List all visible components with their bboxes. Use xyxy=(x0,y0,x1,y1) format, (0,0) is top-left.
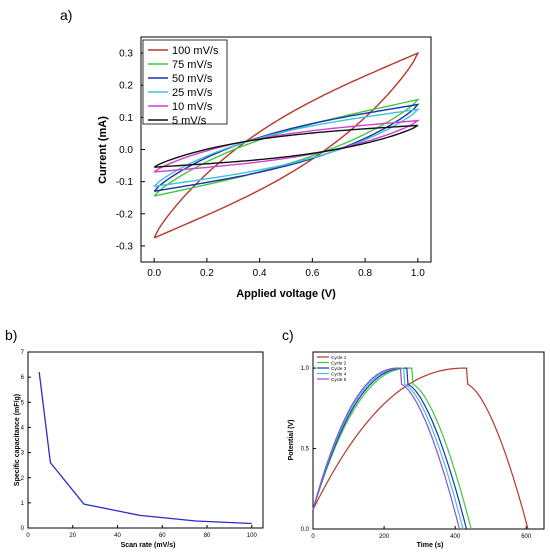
panel-a-legend-label: 25 mV/s xyxy=(172,87,213,99)
gcd-curve-cycle-3 xyxy=(312,367,468,530)
panel-a-y-tick-label: -0.2 xyxy=(116,209,134,220)
panel-c-legend-label: Cycle 3 xyxy=(331,366,347,371)
panel-c-curves xyxy=(312,367,529,530)
panel-b-y-tick-label: 2 xyxy=(21,476,25,482)
panel-c-legend-label: Cycle 5 xyxy=(331,377,347,382)
panel-a-y-tick-label: 0.2 xyxy=(119,81,133,92)
cv-curve-25-mv-s xyxy=(153,108,420,188)
panel-a: a) 0.0 0.2 0.4 0.6 0.8 1.0-0.3-0.2-0.10.00.10… xyxy=(60,7,432,300)
panel-a-y-tick-label: 0.3 xyxy=(119,49,133,60)
panel-a-legend-label: 50 mV/s xyxy=(172,73,213,85)
panel-a-legend-label: 75 mV/s xyxy=(172,59,213,71)
panel-a-legend-label: 100 mV/s xyxy=(172,45,219,57)
cv-curve-5-mv-s xyxy=(153,124,419,168)
panel-b-y-tick-label: 7 xyxy=(21,350,25,356)
panel-a-y-tick-label: 0.1 xyxy=(119,113,133,124)
panel-c-label: c) xyxy=(282,327,294,343)
panel-b-y-axis-title: Specific capacitance (mF/g) xyxy=(14,394,21,486)
gcd-curve-cycle-5 xyxy=(312,367,460,530)
panel-b: b) 0 20 40 60 80 100 0 1 2 3 4 5 6 7 Scan rate (mV/s)… xyxy=(5,327,264,549)
panel-a-ticks: 0.0 0.2 0.4 0.6 0.8 1.0 -0.3 -0.2 -0.1 0.0 0.1 0.2 0… xyxy=(116,49,425,279)
panel-b-x-tick-label: 0 xyxy=(26,533,30,539)
panel-c-legend-label: Cycle 1 xyxy=(331,355,347,360)
panel-b-y-tick-label: 5 xyxy=(21,400,25,406)
panel-b-label: b) xyxy=(5,327,17,343)
panel-b-x-tick-label: 40 xyxy=(114,533,121,539)
panel-a-x-axis-title: Applied voltage (V) xyxy=(236,288,336,300)
cv-curve-100-mv-s xyxy=(153,51,420,239)
panel-a-x-tick-label: 0.0 xyxy=(147,268,161,279)
panel-a-legend-box xyxy=(142,39,228,125)
panel-b-y-tick-label: 4 xyxy=(21,426,25,432)
panel-c-x-tick-label: 400 xyxy=(450,534,461,540)
panel-c-x-tick-label: 0 xyxy=(311,534,315,540)
panel-b-y-tick-label: 0 xyxy=(21,526,25,532)
panel-a-x-tick-label: 0.4 xyxy=(253,268,267,279)
panel-b-x-tick-label: 80 xyxy=(204,533,211,539)
panel-c-y-tick-label: 1.0 xyxy=(301,366,310,372)
panel-c-y-tick-label: 0.5 xyxy=(301,447,310,453)
panel-a-curves xyxy=(153,51,421,239)
panel-a-legend: 100 mV/s 75 mV/s 50 mV/s 25 mV/s 10 mV/s 5 mV… xyxy=(142,39,228,127)
panel-a-x-tick-label: 1.0 xyxy=(411,268,425,279)
gcd-curve-cycle-2 xyxy=(312,367,472,530)
panel-b-frame xyxy=(27,351,264,529)
gcd-curve-cycle-1 xyxy=(312,367,529,530)
panel-a-y-axis-title: Current (mA) xyxy=(97,116,109,184)
panel-c-legend-label: Cycle 2 xyxy=(331,360,347,365)
panel-b-x-tick-label: 60 xyxy=(159,533,166,539)
panel-b-y-tick-label: 1 xyxy=(21,501,25,507)
panel-a-y-tick-label: -0.3 xyxy=(116,241,134,252)
panel-c-y-tick-label: 0.0 xyxy=(301,527,310,533)
panel-c-frame xyxy=(312,351,545,530)
panel-c-ticks: 0 200 400 600 0.0 0.5 1.0 xyxy=(301,366,532,540)
panel-c-legend-label: Cycle 4 xyxy=(331,371,347,376)
panel-a-x-tick-label: 0.8 xyxy=(358,268,372,279)
panel-a-legend-label: 5 mV/s xyxy=(172,115,207,127)
gcd-curve-cycle-4 xyxy=(312,367,464,530)
panel-b-x-tick-label: 20 xyxy=(69,533,76,539)
panel-b-x-axis-title: Scan rate (mV/s) xyxy=(121,542,176,549)
panel-c-x-axis-title: Time (s) xyxy=(417,542,444,549)
panel-c-x-tick-label: 200 xyxy=(379,534,390,540)
panel-b-ticks: 0 20 40 60 80 100 0 1 2 3 4 5 6 7 xyxy=(21,350,258,539)
panel-b-y-tick-label: 3 xyxy=(21,451,25,457)
panel-a-label: a) xyxy=(60,7,72,23)
panel-a-x-tick-label: 0.6 xyxy=(305,268,319,279)
panel-b-y-tick-label: 6 xyxy=(21,375,25,381)
panel-a-legend-label: 10 mV/s xyxy=(172,101,213,113)
panel-a-x-tick-label: 0.2 xyxy=(200,268,214,279)
panel-c-x-tick-label: 600 xyxy=(521,534,532,540)
capacitance-line xyxy=(38,372,252,525)
panel-b-curves xyxy=(38,372,252,525)
panel-a-y-tick-label: -0.1 xyxy=(116,177,134,188)
panel-a-y-tick-label: 0.0 xyxy=(119,145,133,156)
panel-c-y-axis-title: Potential (V) xyxy=(288,420,295,461)
panel-b-x-tick-label: 100 xyxy=(247,533,258,539)
